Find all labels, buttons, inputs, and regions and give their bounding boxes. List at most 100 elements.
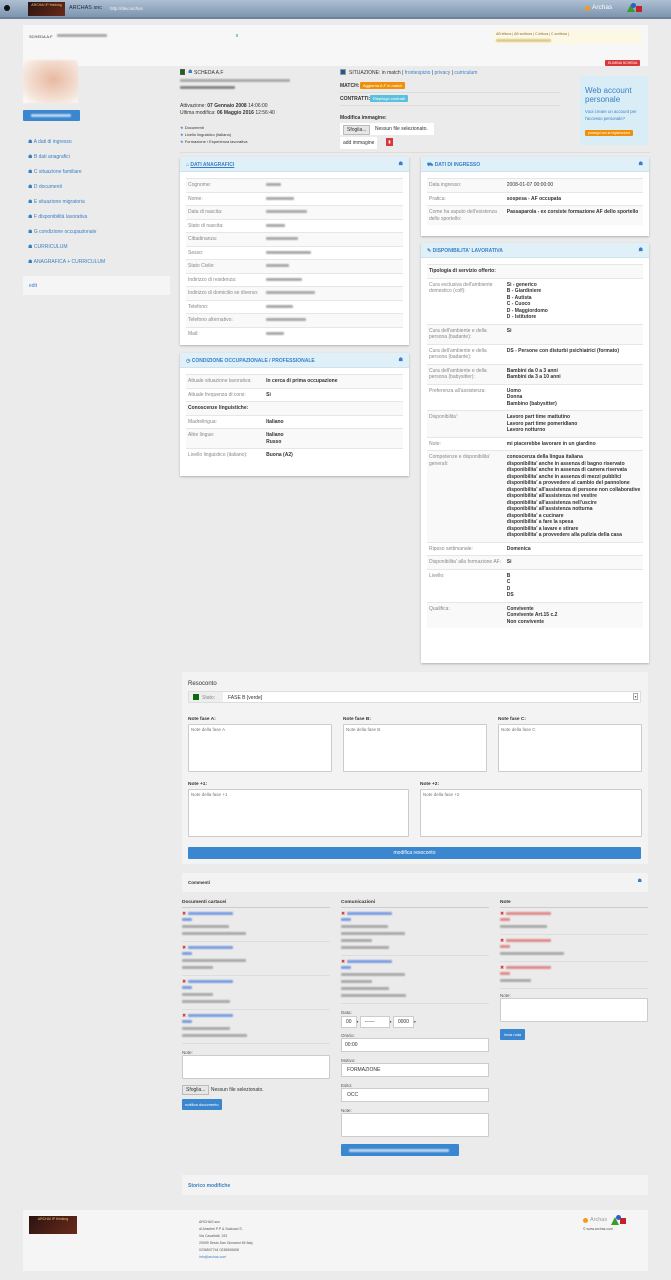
row-label: Cura dell'ambiente e della persona (bada… xyxy=(427,323,505,344)
archai-logo[interactable]: ARCHAI IP thinking xyxy=(28,2,65,16)
row-label: Nome: xyxy=(186,191,265,206)
panel-title[interactable]: DATI ANAGRAFICI xyxy=(190,162,235,168)
row-value: Lavoro part time mattutino Lavoro part t… xyxy=(504,410,643,437)
row-value xyxy=(264,178,403,192)
contracts-button[interactable]: Riepilogo contratti xyxy=(370,95,409,102)
curriculum-link[interactable]: curriculum xyxy=(454,70,478,76)
delete-icon[interactable]: ✖ xyxy=(500,938,506,944)
sidebar-item-situazione-familiare[interactable]: ☗ C situazione familiare xyxy=(28,169,82,175)
stato-select[interactable]: Stato: FASE B [verde] ▾ xyxy=(188,691,641,703)
print-icon[interactable]: ☗ xyxy=(398,161,403,167)
invia-nota-button[interactable]: invia nota xyxy=(500,1029,526,1040)
commenti-bar[interactable]: Commenti ☗ xyxy=(182,873,648,892)
table-row: Cura dell'ambiente e della persona (bada… xyxy=(427,323,643,344)
note-plus-2[interactable] xyxy=(420,789,642,837)
note-fase-b[interactable] xyxy=(343,724,487,772)
sidebar-item-disponibilita[interactable]: ☗ F disponibilità lavorativa xyxy=(28,214,88,220)
day-select[interactable]: 00 xyxy=(341,1016,357,1028)
frontespizio-link[interactable]: frontespizio xyxy=(404,70,431,76)
print-icon: ☗ xyxy=(28,184,34,190)
row-value: conoscenza della lingua italiana disponi… xyxy=(504,450,643,542)
add-image-button[interactable]: add immagine xyxy=(340,137,378,149)
profile-name-button[interactable] xyxy=(23,110,80,121)
register-button[interactable]: prosegui con la registrazione xyxy=(585,130,634,136)
delete-icon[interactable]: ✖ xyxy=(341,959,347,965)
menu-icon[interactable] xyxy=(4,5,10,11)
browse-button[interactable]: Sfoglia... xyxy=(343,125,371,135)
comment-item: ✖ xyxy=(500,908,648,935)
abc-logo-icon xyxy=(627,4,635,12)
storico-link[interactable]: Storico modifiche xyxy=(188,1183,231,1189)
footer-email[interactable]: info@archas.com xyxy=(199,1255,227,1259)
dati-anagrafici-panel: ⌂ DATI ANAGRAFICI ☗ Cognome: Nome: Data di … xyxy=(180,157,409,345)
modifica-resoconto-button[interactable]: modifica resoconto xyxy=(188,847,641,859)
resoconto-panel: Resoconto Stato: FASE B [verde] ▾ Note f… xyxy=(182,672,648,864)
print-icon: ☗ xyxy=(28,199,34,205)
delete-icon[interactable]: ✖ xyxy=(500,965,506,971)
print-icon: ☗ xyxy=(28,259,34,265)
sidebar-item-situazione-migratoria[interactable]: ☗ E situazione migratoria xyxy=(28,199,85,205)
row-value: Convivente Convivente Art.15 c.2 Non con… xyxy=(504,601,643,628)
table-row: Cognome: xyxy=(186,178,403,192)
delete-icon[interactable]: ✖ xyxy=(182,1013,188,1019)
sidebar-item-condizione[interactable]: ☗ G condizione occupazionale xyxy=(28,229,97,235)
print-icon[interactable]: ☗ xyxy=(638,161,643,167)
month-select[interactable]: ------ xyxy=(359,1016,390,1028)
trash-icon[interactable]: ▮ xyxy=(386,138,393,146)
delete-icon[interactable]: ✖ xyxy=(182,945,188,951)
print-icon[interactable]: ☗ xyxy=(638,247,643,253)
bullet-documenti: ★ Documenti xyxy=(180,125,204,130)
row-label: Telefono alternativo: xyxy=(186,313,265,327)
esito-select[interactable]: OCC xyxy=(341,1088,489,1102)
note-fase-a[interactable] xyxy=(188,724,332,772)
sidebar-item-dati-ingresso[interactable]: ☗ A dati di ingresso xyxy=(28,139,72,145)
dati-ingresso-panel: ⛟ DATI DI INGRESSO ☗ Data ingresso: 2008-0… xyxy=(421,157,649,236)
comunicazioni-note-input[interactable] xyxy=(341,1113,489,1137)
note-input[interactable] xyxy=(500,998,648,1022)
print-icon: ☗ xyxy=(188,69,193,75)
orario-input[interactable]: 00:00 xyxy=(341,1038,489,1052)
note-fase-c[interactable] xyxy=(498,724,642,772)
condizione-panel: ◷ CONDIZIONE OCCUPAZIONALE / PROFESSIONA… xyxy=(180,353,409,476)
row-label: Cura dell'ambiente e della persona (bada… xyxy=(427,343,505,364)
table-row: Competenze e disponibilita' generali: con… xyxy=(427,450,643,542)
comment-item: ✖ xyxy=(182,976,330,1010)
row-value: Si xyxy=(504,555,643,569)
site-url[interactable]: http://dev.archas xyxy=(110,5,143,11)
row-label: Qualifica: xyxy=(427,601,505,628)
profile-photo xyxy=(23,60,78,103)
delete-icon[interactable]: ✖ xyxy=(341,911,347,917)
sidebar-item-dati-anagrafici[interactable]: ☗ B dati anagrafici xyxy=(28,154,70,160)
sidebar-item-anagrafica-curriculum[interactable]: ☗ ANAGRAFICA + CURRICULUM xyxy=(28,259,106,265)
notifica-documento-button[interactable]: notifica documento xyxy=(182,1099,222,1110)
privacy-link[interactable]: privacy xyxy=(434,70,451,76)
invia-comunicazione-button[interactable] xyxy=(341,1144,459,1156)
row-value: sospesa - AF occupata xyxy=(504,191,643,206)
edit-link[interactable]: edit xyxy=(29,283,38,289)
company-name: ARCHAS snc xyxy=(69,5,103,11)
delete-icon[interactable]: ✖ xyxy=(182,911,188,917)
sidebar-item-documenti[interactable]: ☗ D documenti xyxy=(28,184,62,190)
delete-scheda-button[interactable]: ELIMINA SCHEDA xyxy=(605,60,641,66)
sidebar-item-curriculum[interactable]: ☗ CURRICULUM xyxy=(28,244,68,250)
print-icon: ☗ xyxy=(28,244,34,250)
motivo-select[interactable]: FORMAZIONE xyxy=(341,1063,489,1077)
row-label: Altre lingue: xyxy=(186,428,265,449)
scheda-title: SCHEDA A.F xyxy=(29,34,53,39)
row-label: Pratica: xyxy=(427,191,505,206)
browse-button[interactable]: Sfoglia... xyxy=(182,1085,210,1095)
delete-icon[interactable]: ✖ xyxy=(182,979,188,985)
documenti-note-input[interactable] xyxy=(182,1055,330,1079)
table-row: Tipologia di servizio offerto: xyxy=(427,264,643,278)
row-value: Si xyxy=(264,387,403,402)
table-row: Attuale situazione lavorativa: In cerca d… xyxy=(186,374,403,388)
chevron-down-icon: ▾ xyxy=(633,693,638,700)
row-value: Buona (A2) xyxy=(264,448,403,462)
note-plus-1[interactable] xyxy=(188,789,409,837)
match-button[interactable]: Aggiorna A.F in match xyxy=(360,82,406,89)
print-icon[interactable]: ☗ xyxy=(398,357,403,363)
resoconto-title: Resoconto xyxy=(188,681,217,687)
year-select[interactable]: 0000 xyxy=(392,1016,414,1028)
delete-icon[interactable]: ✖ xyxy=(500,911,506,917)
row-value: mi piacerebbe lavorare in un giardino xyxy=(504,436,643,451)
